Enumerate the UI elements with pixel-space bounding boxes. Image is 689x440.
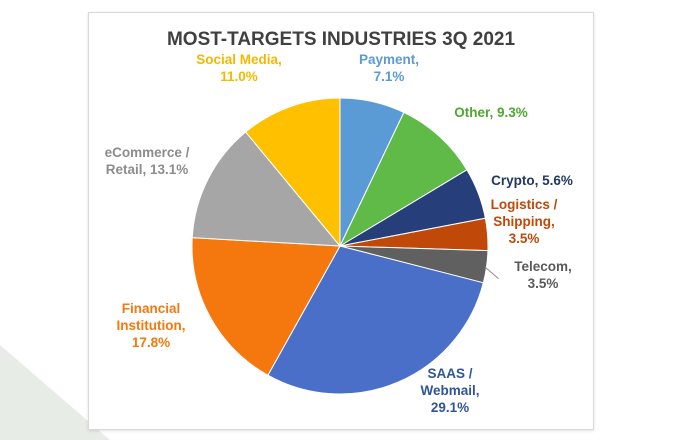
leader-lines — [484, 266, 499, 279]
chart-title: MOST-TARGETS INDUSTRIES 3Q 2021 — [167, 29, 515, 50]
slice-label-line: eCommerce / — [105, 145, 190, 160]
pie-slice-other — [338, 111, 468, 248]
slice-label-line: Other, 9.3% — [454, 105, 528, 120]
pie-chart: MOST-TARGETS INDUSTRIES 3Q 2021 Payment,… — [105, 29, 573, 415]
slice-label-social-media: Social Media, 11.0% — [196, 52, 282, 84]
slice-label-line: Financial — [122, 301, 181, 316]
slice-label-other: Other, 9.3% — [454, 105, 528, 120]
slice-label-line: 29.1% — [431, 400, 469, 415]
slice-label-line: Crypto, 5.6% — [491, 173, 573, 188]
pie-slice-social-media — [244, 97, 341, 248]
pie-slice-ecommerce-retail — [191, 131, 342, 247]
slice-label-line: Shipping, — [493, 214, 555, 229]
slice-label-line: Telecom, — [514, 259, 572, 274]
slice-label-line: Payment, — [359, 52, 419, 67]
slice-label-line: Webmail, — [420, 383, 479, 398]
pie-slice-financial-institution — [191, 237, 341, 376]
slice-label-line: 11.0% — [220, 69, 258, 84]
slice-labels: Payment, 7.1% Other, 9.3% Crypto, 5.6% Logis… — [105, 52, 573, 415]
slice-label-saas-webmail: SAAS / Webmail, 29.1% — [420, 366, 479, 415]
slice-label-line: Logistics / — [491, 197, 558, 212]
pie-slice-saas-webmail — [267, 245, 484, 395]
slice-label-line: Social Media, — [196, 52, 282, 67]
slice-label-ecommerce-retail: eCommerce / Retail, 13.1% — [105, 145, 190, 177]
slice-label-line: 3.5% — [528, 276, 559, 291]
slice-label-line: SAAS / — [427, 366, 472, 381]
slice-label-line: 3.5% — [509, 231, 540, 246]
corner-shape — [0, 345, 110, 440]
slice-label-payment: Payment, 7.1% — [359, 52, 419, 84]
chart-card: MOST-TARGETS INDUSTRIES 3Q 2021 Payment,… — [88, 12, 594, 430]
slice-label-crypto: Crypto, 5.6% — [491, 173, 573, 188]
slice-label-line: Institution, — [117, 318, 186, 333]
slice-label-telecom: Telecom, 3.5% — [514, 259, 572, 291]
slice-label-line: Retail, 13.1% — [106, 162, 189, 177]
slice-label-financial-institution: Financial Institution, 17.8% — [117, 301, 186, 350]
pie-slices — [191, 97, 489, 395]
leader-line-telecom — [484, 266, 499, 279]
slice-label-logistics-shipping: Logistics / Shipping, 3.5% — [491, 197, 558, 246]
slice-label-line: 7.1% — [374, 69, 405, 84]
slice-label-line: 17.8% — [132, 335, 170, 350]
